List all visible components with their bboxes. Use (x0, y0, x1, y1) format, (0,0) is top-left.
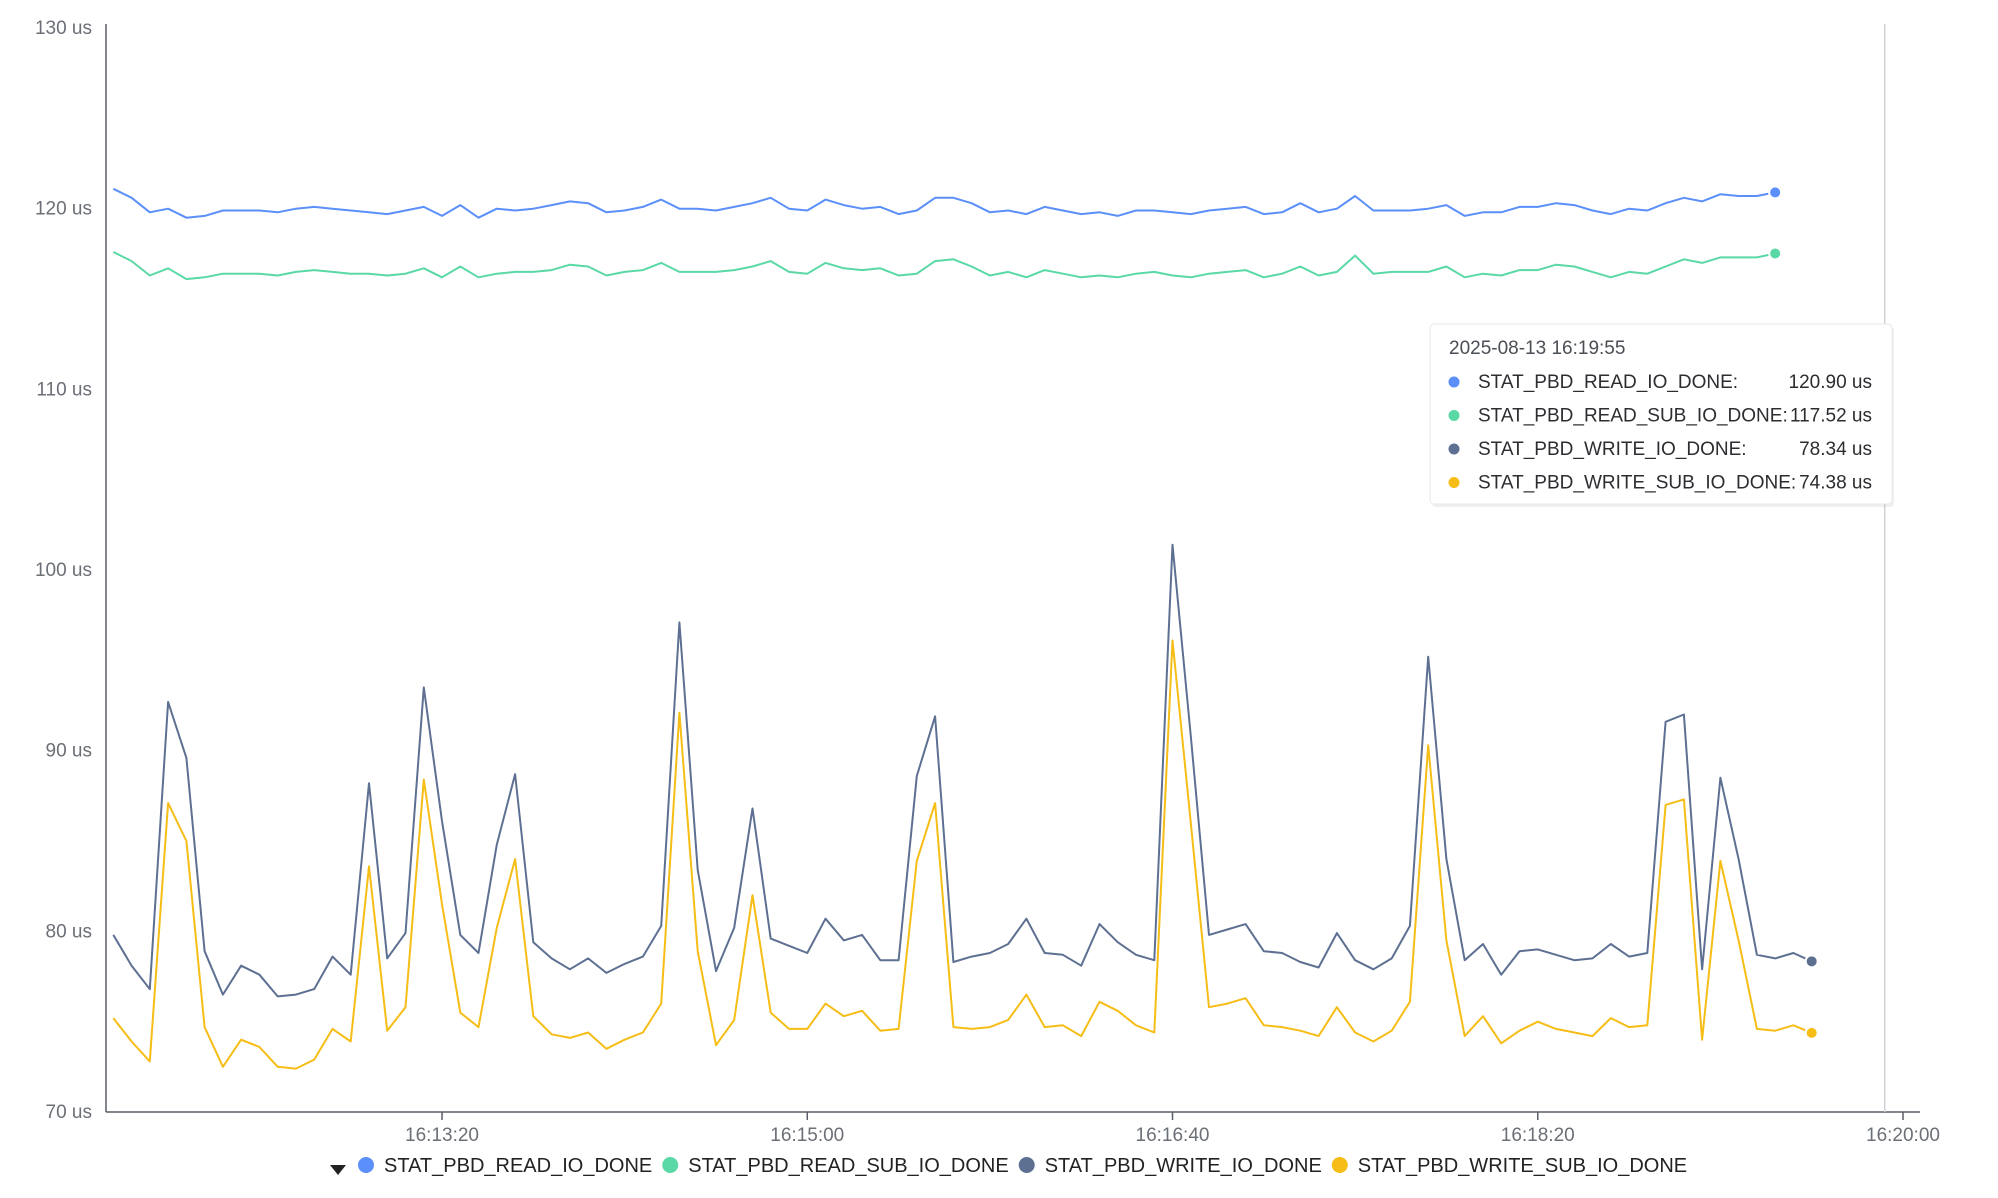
caret-down-icon[interactable] (330, 1165, 346, 1175)
y-tick-label: 70 us (46, 1102, 92, 1123)
x-tick-label: 16:18:20 (1501, 1125, 1575, 1146)
y-axis: 70 us 80 us 90 us 100 us 110 us 120 us 130 us (35, 18, 107, 1123)
tooltip-label: STAT_PBD_READ_SUB_IO_DONE: (1478, 406, 1788, 427)
y-tick-label: 80 us (46, 921, 92, 942)
y-tick-label: 90 us (46, 741, 92, 762)
tooltip-value: 117.52 us (1790, 406, 1872, 427)
y-tick-label: 110 us (36, 379, 92, 400)
y-tick-label: 100 us (35, 560, 92, 581)
x-tick-label: 16:13:20 (405, 1125, 479, 1146)
tooltip: 2025-08-13 16:19:55 STAT_PBD_READ_IO_DONE… (1429, 323, 1894, 507)
legend-item-label[interactable]: STAT_PBD_WRITE_IO_DONE (1045, 1155, 1322, 1177)
tooltip-label: STAT_PBD_WRITE_IO_DONE: (1478, 439, 1747, 460)
series-lines (112, 187, 1813, 1070)
tooltip-value: 74.38 us (1799, 473, 1872, 494)
hover-point (1804, 954, 1819, 969)
y-tick-label: 130 us (35, 18, 92, 39)
series-line (112, 187, 1776, 219)
legend-item-label[interactable]: STAT_PBD_WRITE_SUB_IO_DONE (1358, 1155, 1687, 1177)
legend-item-label[interactable]: STAT_PBD_READ_IO_DONE (384, 1155, 652, 1177)
tooltip-box (1429, 323, 1893, 505)
series-line (112, 543, 1813, 998)
legend-item-label[interactable]: STAT_PBD_READ_SUB_IO_DONE (688, 1155, 1008, 1177)
tooltip-label: STAT_PBD_WRITE_SUB_IO_DONE: (1478, 473, 1796, 494)
y-tick-label: 120 us (35, 199, 92, 220)
legend-marker[interactable] (1018, 1157, 1035, 1173)
legend[interactable]: STAT_PBD_READ_IO_DONE STAT_PBD_READ_SUB_I… (330, 1155, 1687, 1177)
series-line (112, 639, 1813, 1070)
tooltip-marker (1448, 477, 1460, 488)
hover-point (1768, 185, 1783, 200)
hover-indicator (1768, 24, 1886, 1112)
x-tick-label: 16:15:00 (770, 1125, 844, 1146)
tooltip-marker (1448, 376, 1460, 388)
tooltip-marker (1448, 410, 1460, 421)
tooltip-label: STAT_PBD_READ_IO_DONE: (1478, 372, 1738, 393)
tooltip-title: 2025-08-13 16:19:55 (1449, 338, 1625, 359)
series-line (112, 251, 1776, 281)
legend-marker[interactable] (662, 1157, 679, 1173)
tooltip-value: 78.34 us (1799, 439, 1872, 460)
tooltip-value: 120.90 us (1789, 372, 1872, 393)
legend-marker[interactable] (1331, 1157, 1348, 1173)
hover-point (1768, 246, 1783, 261)
legend-marker[interactable] (358, 1157, 374, 1173)
x-axis: 16:13:20 16:15:00 16:16:40 16:18:20 16:20:00 (106, 1111, 1940, 1146)
tooltip-marker (1448, 443, 1460, 455)
x-tick-label: 16:16:40 (1136, 1125, 1210, 1146)
x-tick-label: 16:20:00 (1866, 1125, 1940, 1146)
hover-point (1804, 1025, 1819, 1040)
